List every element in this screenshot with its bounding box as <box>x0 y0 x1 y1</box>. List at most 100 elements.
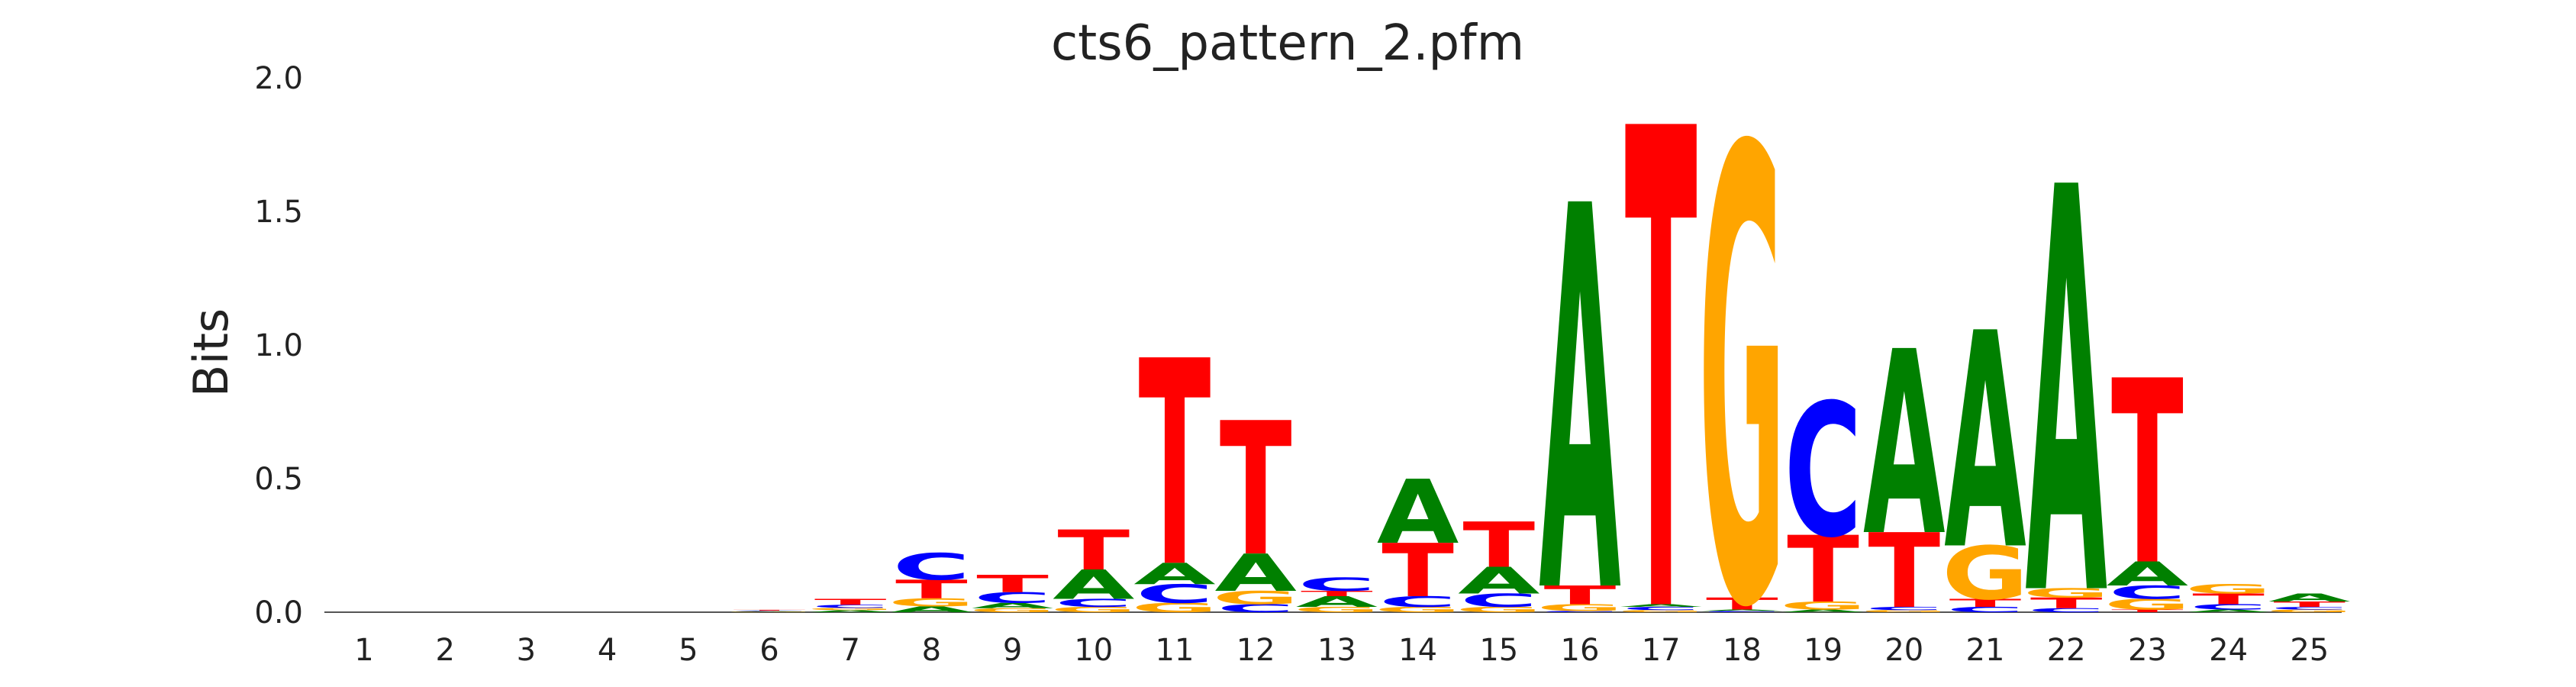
logo-letter-A: A <box>1458 560 1539 602</box>
x-axis-ticks: 1 2 3 4 5 6 7 8 9 10 11 12 13 14 15 16 17 18 19 20 21 22 23 24 2… <box>354 633 2329 668</box>
logo-letter-G: G <box>1780 599 1867 612</box>
logo-letter-T: T <box>1301 589 1373 598</box>
y-tick-label: 1.0 <box>254 328 303 363</box>
logo-letter-C: C <box>974 589 1052 606</box>
logo-letter-G: G <box>2104 596 2191 613</box>
logo-letter-G: G <box>1536 602 1623 613</box>
logo-letter-T: T <box>1949 597 2022 610</box>
logo-letter-G: G <box>1456 605 1543 614</box>
y-axis-label: Bits <box>183 308 239 397</box>
logo-letter-T: T <box>2030 595 2103 611</box>
y-tick-label: 1.5 <box>254 195 303 230</box>
x-tick-label: 6 <box>759 633 779 668</box>
chart-title: cts6_pattern_2.pfm <box>1051 15 1524 72</box>
logo-letter-G: G <box>1617 609 1704 612</box>
logo-letter-A: A <box>1539 98 1622 687</box>
x-tick-label: 10 <box>1074 633 1113 668</box>
logo-letter-C: C <box>2108 582 2186 603</box>
logo-letter-T: T <box>1544 580 1617 610</box>
logo-letter-A: A <box>2268 592 2350 605</box>
y-tick-label: 2.0 <box>254 61 303 96</box>
x-tick-label: 18 <box>1723 633 1762 668</box>
logo-letter-C: C <box>1217 602 1294 615</box>
logo-letter-G: G <box>726 611 813 612</box>
logo-letter-A: A <box>1944 270 2027 616</box>
logo-letter-T: T <box>976 570 1049 598</box>
logo-letter-T: T <box>1220 385 1292 598</box>
x-tick-label: 9 <box>1003 633 1022 668</box>
logo-letter-T: T <box>895 575 968 605</box>
x-tick-label: 16 <box>1561 633 1600 668</box>
logo-letter-C: C <box>1298 574 1375 595</box>
logo-letter-T: T <box>814 598 887 607</box>
logo-letter-A: A <box>2025 72 2108 687</box>
logo-letter-T: T <box>1868 512 1940 631</box>
logo-letter-G: G <box>1698 20 1785 687</box>
logo-letter-G: G <box>2023 585 2110 601</box>
logo-letter-A: A <box>2107 556 2189 594</box>
logo-letter-A: A <box>891 605 973 614</box>
logo-letter-C: C <box>892 546 970 589</box>
logo-letter-A: A <box>809 609 891 612</box>
logo-letter-A: A <box>1296 593 1378 610</box>
x-tick-label: 7 <box>840 633 859 668</box>
logo-letter-A: A <box>1214 543 1296 603</box>
logo-letter-C: C <box>1460 590 1538 611</box>
logo-letter-T: T <box>1057 519 1130 583</box>
y-tick-label: 0.0 <box>254 595 303 631</box>
logo-letter-T: T <box>2192 591 2265 608</box>
x-tick-label: 11 <box>1156 633 1195 668</box>
x-tick-label: 14 <box>1398 633 1437 668</box>
logo-letter-G: G <box>2185 582 2272 597</box>
logo-letter-A: A <box>1620 604 1701 608</box>
x-tick-label: 17 <box>1642 633 1681 668</box>
logo-letter-A: A <box>1782 609 1864 614</box>
logo-letter-A: A <box>1701 609 1783 611</box>
logo-letter-A: A <box>1133 557 1216 592</box>
logo-letter-A: A <box>2188 609 2269 614</box>
logo-letter-G: G <box>807 608 894 611</box>
logo-letter-T: T <box>2111 609 2184 614</box>
logo-letter-C: C <box>2190 603 2268 611</box>
logo-letter-G: G <box>1050 605 1137 614</box>
logo-letter-C: C <box>1785 366 1862 579</box>
logo-letter-T: T <box>2273 600 2345 608</box>
logo-letter-G: G <box>969 607 1056 613</box>
logo-letter-C: C <box>1136 579 1214 609</box>
logo-letter-G: G <box>2266 609 2353 614</box>
logo-letter-G: G <box>1942 531 2029 617</box>
y-tick-label: 0.5 <box>254 462 303 497</box>
x-tick-label: 12 <box>1236 633 1275 668</box>
logo-letter-T: T <box>1787 517 1859 624</box>
x-tick-label: 19 <box>1804 633 1843 668</box>
logo-letter-T: T <box>2111 327 2184 621</box>
logo-letter-T: T <box>1625 0 1697 687</box>
logo-letter-A: A <box>1053 561 1135 608</box>
logo-letter-C: C <box>1055 597 1133 610</box>
x-tick-label: 2 <box>435 633 454 668</box>
logo-letter-G: G <box>1212 587 1299 608</box>
logo-letter-T: T <box>1381 529 1454 614</box>
logo-letter-A: A <box>1377 462 1459 564</box>
logo-letter-C: C <box>2271 606 2349 611</box>
x-tick-label: 25 <box>2290 633 2329 668</box>
x-tick-label: 20 <box>1884 633 1923 668</box>
logo-letter-G: G <box>1131 601 1218 616</box>
logo-letter-T: T <box>1706 595 1778 614</box>
logo-letter-C: C <box>1622 606 1700 611</box>
logo-letter-A: A <box>972 602 1053 610</box>
logo-letter-G: G <box>1861 609 1948 612</box>
logo-letter-T: T <box>1139 301 1211 629</box>
logo-letter-T: T <box>1462 509 1535 582</box>
x-tick-label: 13 <box>1317 633 1356 668</box>
logo-letter-C: C <box>811 604 889 609</box>
logo-letter-C: C <box>1703 611 1781 613</box>
x-tick-label: 1 <box>354 633 373 668</box>
logo-letter-G: G <box>1375 605 1462 614</box>
x-tick-label: 4 <box>598 633 617 668</box>
logo-letter-T: T <box>733 610 806 611</box>
x-tick-label: 23 <box>2128 633 2167 668</box>
logo-letter-A: A <box>1863 298 1945 592</box>
